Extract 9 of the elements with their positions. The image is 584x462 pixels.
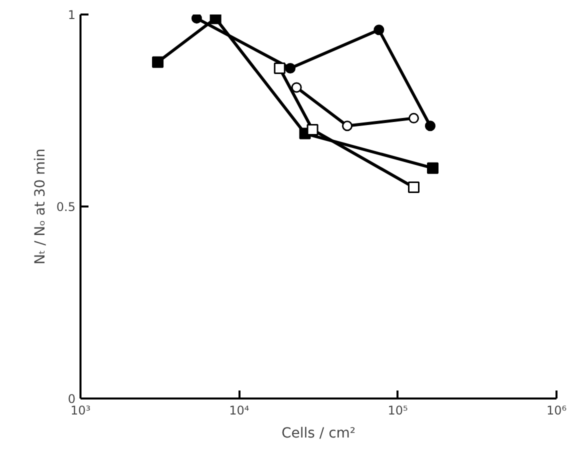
y-tick-label: 0 (68, 392, 76, 406)
y-tick-label: 0.5 (56, 200, 76, 214)
x-tick-label: 10⁴ (229, 404, 250, 418)
x-tick-label: 10⁶ (546, 404, 567, 418)
y-tick-label: 1 (68, 8, 76, 22)
x-tick-label: 10⁵ (388, 404, 408, 418)
y-axis-title: Nₜ / Nₒ at 30 min (32, 148, 48, 265)
x-axis-title: Cells / cm² (281, 426, 356, 442)
x-tick-label: 10³ (70, 404, 91, 418)
